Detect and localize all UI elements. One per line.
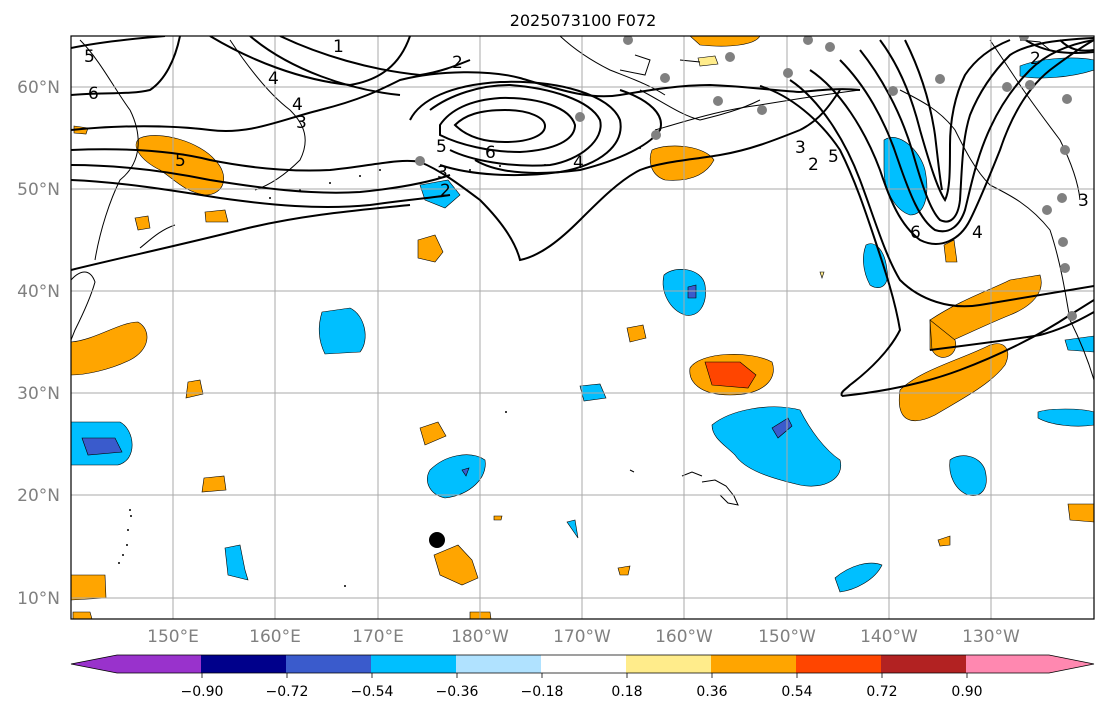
lat-label: 20°N <box>17 486 60 506</box>
lat-label: 50°N <box>17 180 60 200</box>
colorbar: −0.90 −0.72 −0.54 −0.36 −0.18 0.18 0.36 … <box>70 654 1095 700</box>
svg-text:4: 4 <box>573 153 584 173</box>
svg-text:6: 6 <box>88 84 99 104</box>
colorbar-segment <box>1049 655 1094 673</box>
colorbar-segment <box>286 655 372 673</box>
colorbar-segment <box>626 655 712 673</box>
svg-text:3: 3 <box>296 113 307 133</box>
colorbar-segment <box>201 655 287 673</box>
svg-text:1: 1 <box>333 37 344 57</box>
map-area: 5 6 1 2 4 5 5 6 3 4 3 2 5 6 4 2 3 4 3 2 <box>71 36 1094 619</box>
colorbar-segment <box>371 655 457 673</box>
colorbar-segment <box>71 655 117 673</box>
colorbar-segment <box>711 655 797 673</box>
contour-labels: 5 6 1 2 4 5 5 6 3 4 3 2 5 6 4 2 3 4 3 2 <box>84 37 1089 243</box>
svg-text:2: 2 <box>440 181 451 201</box>
colorbar-tick-label: 0.18 <box>611 684 642 700</box>
colorbar-segment <box>881 655 967 673</box>
lon-label: 140°W <box>860 627 918 647</box>
svg-text:6: 6 <box>485 143 496 163</box>
lon-label: 130°W <box>962 627 1020 647</box>
colorbar-tick-label: −0.90 <box>181 684 224 700</box>
lon-label: 150°E <box>147 627 199 647</box>
svg-text:2: 2 <box>1030 49 1041 69</box>
colorbar-segment <box>456 655 542 673</box>
colorbar-segment <box>541 655 627 673</box>
graticule <box>71 36 1094 619</box>
svg-text:5: 5 <box>84 47 95 67</box>
colorbar-tick-label: −0.72 <box>266 684 309 700</box>
svg-text:4: 4 <box>972 223 983 243</box>
lat-labels: 60°N 50°N 40°N 30°N 20°N 10°N <box>17 78 60 609</box>
svg-text:2: 2 <box>452 53 463 73</box>
map-title: 2025073100 F072 <box>510 11 657 30</box>
colorbar-tick-label: 0.90 <box>951 684 982 700</box>
lon-label: 170°E <box>352 627 404 647</box>
svg-text:4: 4 <box>292 95 303 115</box>
svg-text:6: 6 <box>910 223 921 243</box>
lat-label: 60°N <box>17 78 60 98</box>
svg-text:2: 2 <box>808 155 819 175</box>
lat-label: 40°N <box>17 282 60 302</box>
svg-text:3: 3 <box>1078 191 1089 211</box>
map-frame <box>70 35 1095 620</box>
lat-label: 30°N <box>17 384 60 404</box>
storm-marker <box>429 532 445 548</box>
colorbar-tick-label: −0.18 <box>521 684 564 700</box>
svg-text:3: 3 <box>795 138 806 158</box>
colorbar-tick-label: −0.36 <box>436 684 479 700</box>
shaded-anomalies <box>71 36 1094 619</box>
station-markers <box>415 36 1077 321</box>
colorbar-tick-label: −0.54 <box>351 684 394 700</box>
lat-label: 10°N <box>17 589 60 609</box>
lon-label: 150°W <box>758 627 816 647</box>
colorbar-tick-label: 0.72 <box>866 684 897 700</box>
lon-label: 180°W <box>451 627 509 647</box>
svg-text:5: 5 <box>828 147 839 167</box>
lon-label: 160°E <box>249 627 301 647</box>
lon-labels: 150°E 160°E 170°E 180°W 170°W 160°W 150°… <box>147 627 1020 647</box>
lon-label: 160°W <box>655 627 713 647</box>
colorbar-segment <box>796 655 882 673</box>
svg-text:4: 4 <box>268 69 279 89</box>
colorbar-tick-label: 0.36 <box>696 684 727 700</box>
colorbar-tick-label: 0.54 <box>781 684 812 700</box>
colorbar-segment <box>966 655 1050 673</box>
svg-text:5: 5 <box>436 137 447 157</box>
colorbar-segment <box>116 655 202 673</box>
lon-label: 170°W <box>553 627 611 647</box>
svg-text:3: 3 <box>437 163 448 183</box>
svg-text:5: 5 <box>175 151 186 171</box>
contour-lines <box>71 36 1094 397</box>
